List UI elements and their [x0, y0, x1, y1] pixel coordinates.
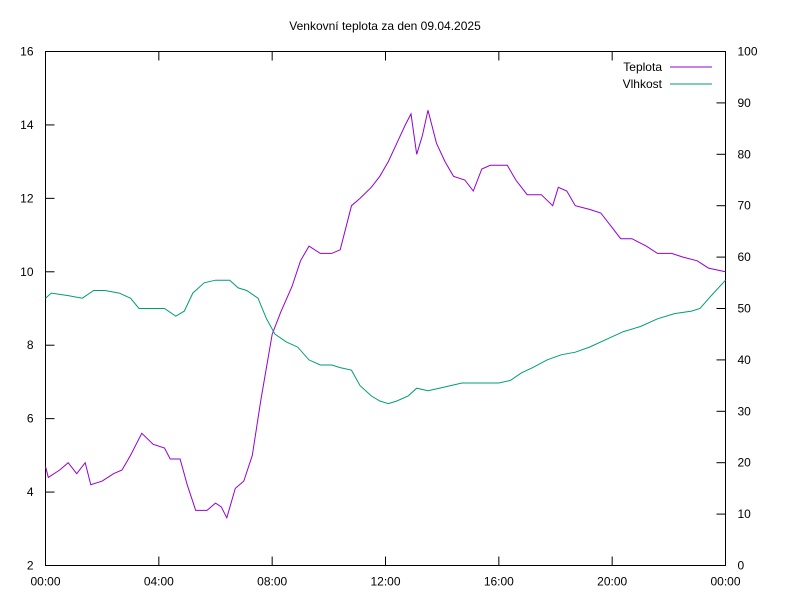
- y-right-tick-label: 10: [738, 507, 752, 521]
- y-left-tick-label: 4: [27, 485, 34, 499]
- y-left-tick-label: 6: [27, 412, 34, 426]
- legend-label-teplota: Teplota: [623, 60, 662, 74]
- legend-label-vlhkost: Vlhkost: [623, 77, 663, 91]
- y-right-tick-label: 50: [738, 302, 752, 316]
- x-tick-label: 20:00: [597, 575, 627, 589]
- y-right-tick-label: 60: [738, 250, 752, 264]
- x-axis: 00:00 04:00 08:00 12:00 16:00 20:00 00:00: [30, 51, 741, 589]
- x-tick-label: 04:00: [144, 575, 174, 589]
- y-right-tick-label: 70: [738, 199, 752, 213]
- y-right-tick-label: 20: [738, 456, 752, 470]
- y-left-tick-label: 8: [27, 338, 34, 352]
- x-tick-label: 00:00: [710, 575, 740, 589]
- y-right-tick-label: 90: [738, 96, 752, 110]
- y-left-tick-label: 12: [20, 191, 34, 205]
- y-axis-right: 0 10 20 30 40 50 60 70 80 90 100: [716, 45, 758, 573]
- y-right-tick-label: 80: [738, 147, 752, 161]
- x-tick-label: 08:00: [257, 575, 287, 589]
- y-left-tick-label: 14: [20, 118, 34, 132]
- series-lines: [45, 110, 726, 520]
- y-right-tick-label: 100: [738, 45, 758, 59]
- chart-title: Venkovní teplota za den 09.04.2025: [289, 19, 481, 33]
- legend: Teplota Vlhkost: [623, 60, 712, 91]
- y-right-tick-label: 30: [738, 404, 752, 418]
- series-line-teplota: [45, 110, 726, 520]
- y-left-tick-label: 10: [20, 265, 34, 279]
- y-right-tick-label: 0: [738, 559, 745, 573]
- x-tick-label: 16:00: [484, 575, 514, 589]
- y-right-tick-label: 40: [738, 353, 752, 367]
- series-line-vlhkost: [45, 279, 726, 405]
- x-tick-label: 00:00: [30, 575, 60, 589]
- y-left-tick-label: 16: [20, 45, 34, 59]
- y-left-tick-label: 2: [27, 559, 34, 573]
- y-axis-left: 2 4 6 8 10 12 14 16: [20, 45, 55, 573]
- x-tick-label: 12:00: [370, 575, 400, 589]
